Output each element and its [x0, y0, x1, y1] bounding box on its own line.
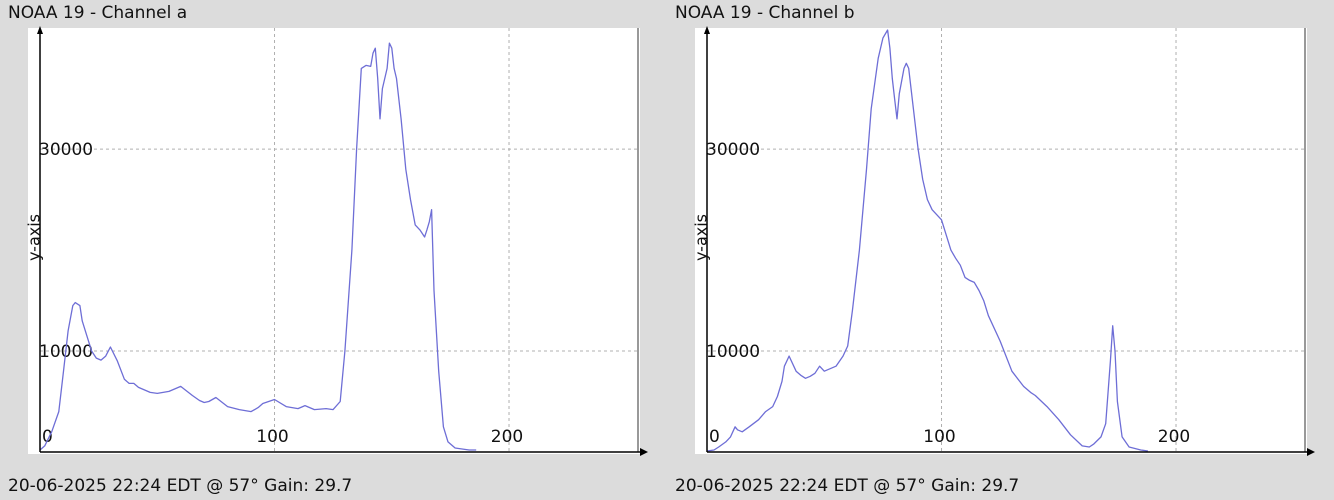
- plot-area[interactable]: 0 100 200 10000 30000 y-axis: [691, 26, 1315, 456]
- channel-a-panel: NOAA 19 - Channel a 0 100 200 10000 30000 y-…: [8, 3, 648, 496]
- x-tick-label: 200: [491, 427, 523, 447]
- x-tick-label: 0: [709, 427, 720, 447]
- series-line: [39, 42, 477, 451]
- channel-b-panel: NOAA 19 - Channel b 0 100 200 10000 30000 y-…: [667, 0, 1334, 500]
- chart-title: NOAA 19 - Channel a: [8, 3, 188, 23]
- y-tick-label: 30000: [39, 140, 93, 160]
- pass-info: 20-06-2025 22:24 EDT @ 57° Gain: 29.7: [675, 476, 1020, 496]
- chart-title: NOAA 19 - Channel b: [675, 3, 855, 23]
- y-axis-arrow: [704, 26, 710, 34]
- x-tick-label: 200: [1158, 427, 1190, 447]
- y-axis-arrow: [37, 26, 43, 34]
- x-tick-label: 0: [42, 427, 53, 447]
- x-tick-label: 100: [923, 427, 955, 447]
- plot-area[interactable]: 0 100 200 10000 30000 y-axis: [24, 26, 648, 456]
- x-axis-arrow: [640, 448, 648, 456]
- chart-canvas: 0 100 200 10000 30000: [704, 26, 1315, 456]
- y-tick-label: 10000: [706, 342, 760, 362]
- y-axis-label: y-axis: [691, 214, 711, 262]
- x-tick-label: 100: [256, 427, 288, 447]
- y-tick-label: 30000: [706, 140, 760, 160]
- y-axis-label: y-axis: [24, 214, 44, 262]
- x-axis-arrow: [1307, 448, 1315, 456]
- pass-info: 20-06-2025 22:24 EDT @ 57° Gain: 29.7: [8, 476, 353, 496]
- series-line: [706, 29, 1148, 452]
